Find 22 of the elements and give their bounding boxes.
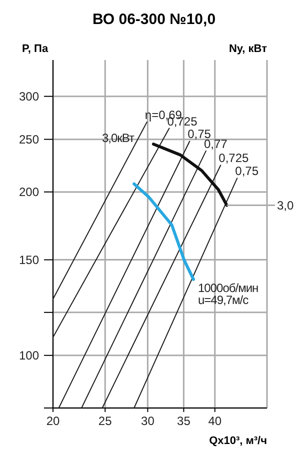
y2-axis-title: Ny, кВт [228,43,268,55]
x-tick-label: 30 [141,414,155,428]
annotation: 3,0 [277,198,294,212]
y-tick-label: 150 [18,252,40,267]
series-label: 0,75 [235,164,259,178]
line-series [132,182,195,281]
x-axis-title: Qx10³, м³/ч [209,435,267,447]
y-tick-label: 200 [18,184,40,199]
annotation: u=49,7м/с [198,293,249,307]
x-tick-label: 20 [46,414,60,428]
y-tick-label: 300 [18,89,40,104]
series-label: 0,725 [218,151,250,166]
annotation: 1000об/мин [198,281,258,295]
y-axis-title: P, Па [22,43,49,55]
series-label: 0,77 [204,136,228,151]
y-tick-label: 250 [18,132,40,146]
x-tick-label: 35 [177,414,191,428]
chart-title: ВО 06-300 №10,0 [92,11,216,28]
y-tick-label: 100 [18,348,40,362]
annotation: 3,0кВт [102,131,136,145]
x-tick-label: 40 [208,414,222,428]
x-tick-label: 25 [98,414,112,428]
